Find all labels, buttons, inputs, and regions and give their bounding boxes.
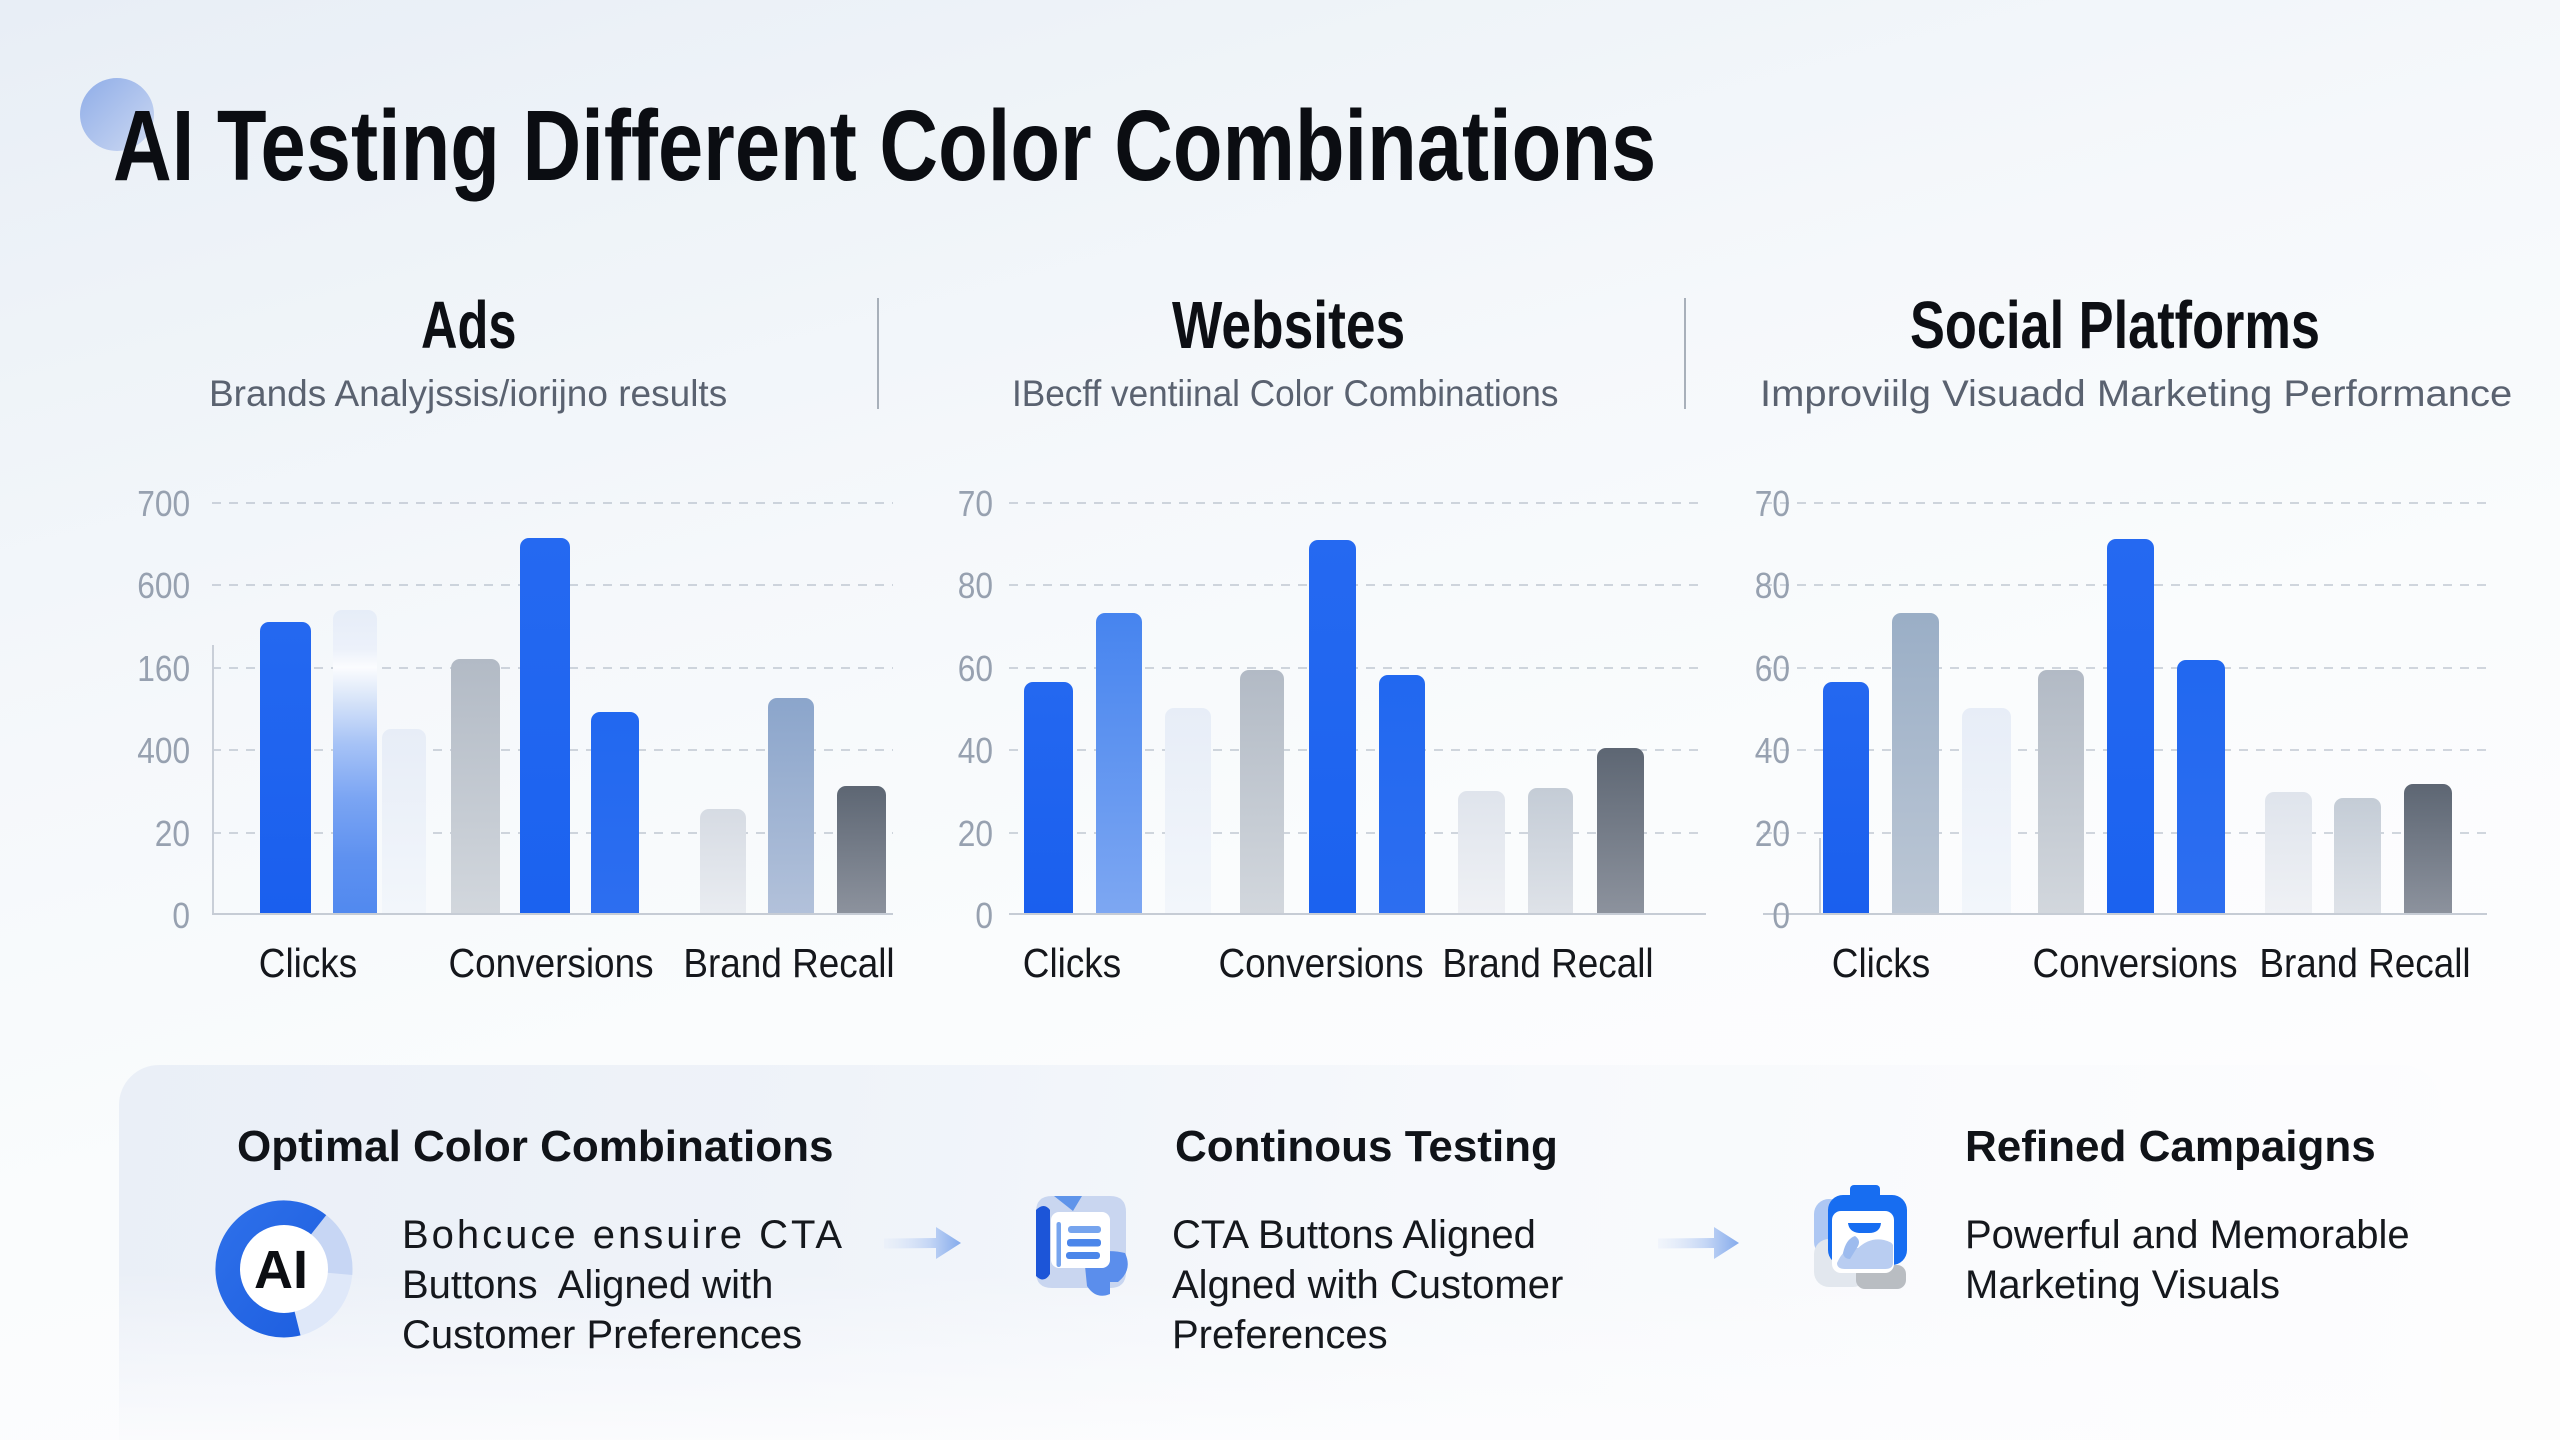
svg-text:AI: AI	[254, 1240, 308, 1300]
